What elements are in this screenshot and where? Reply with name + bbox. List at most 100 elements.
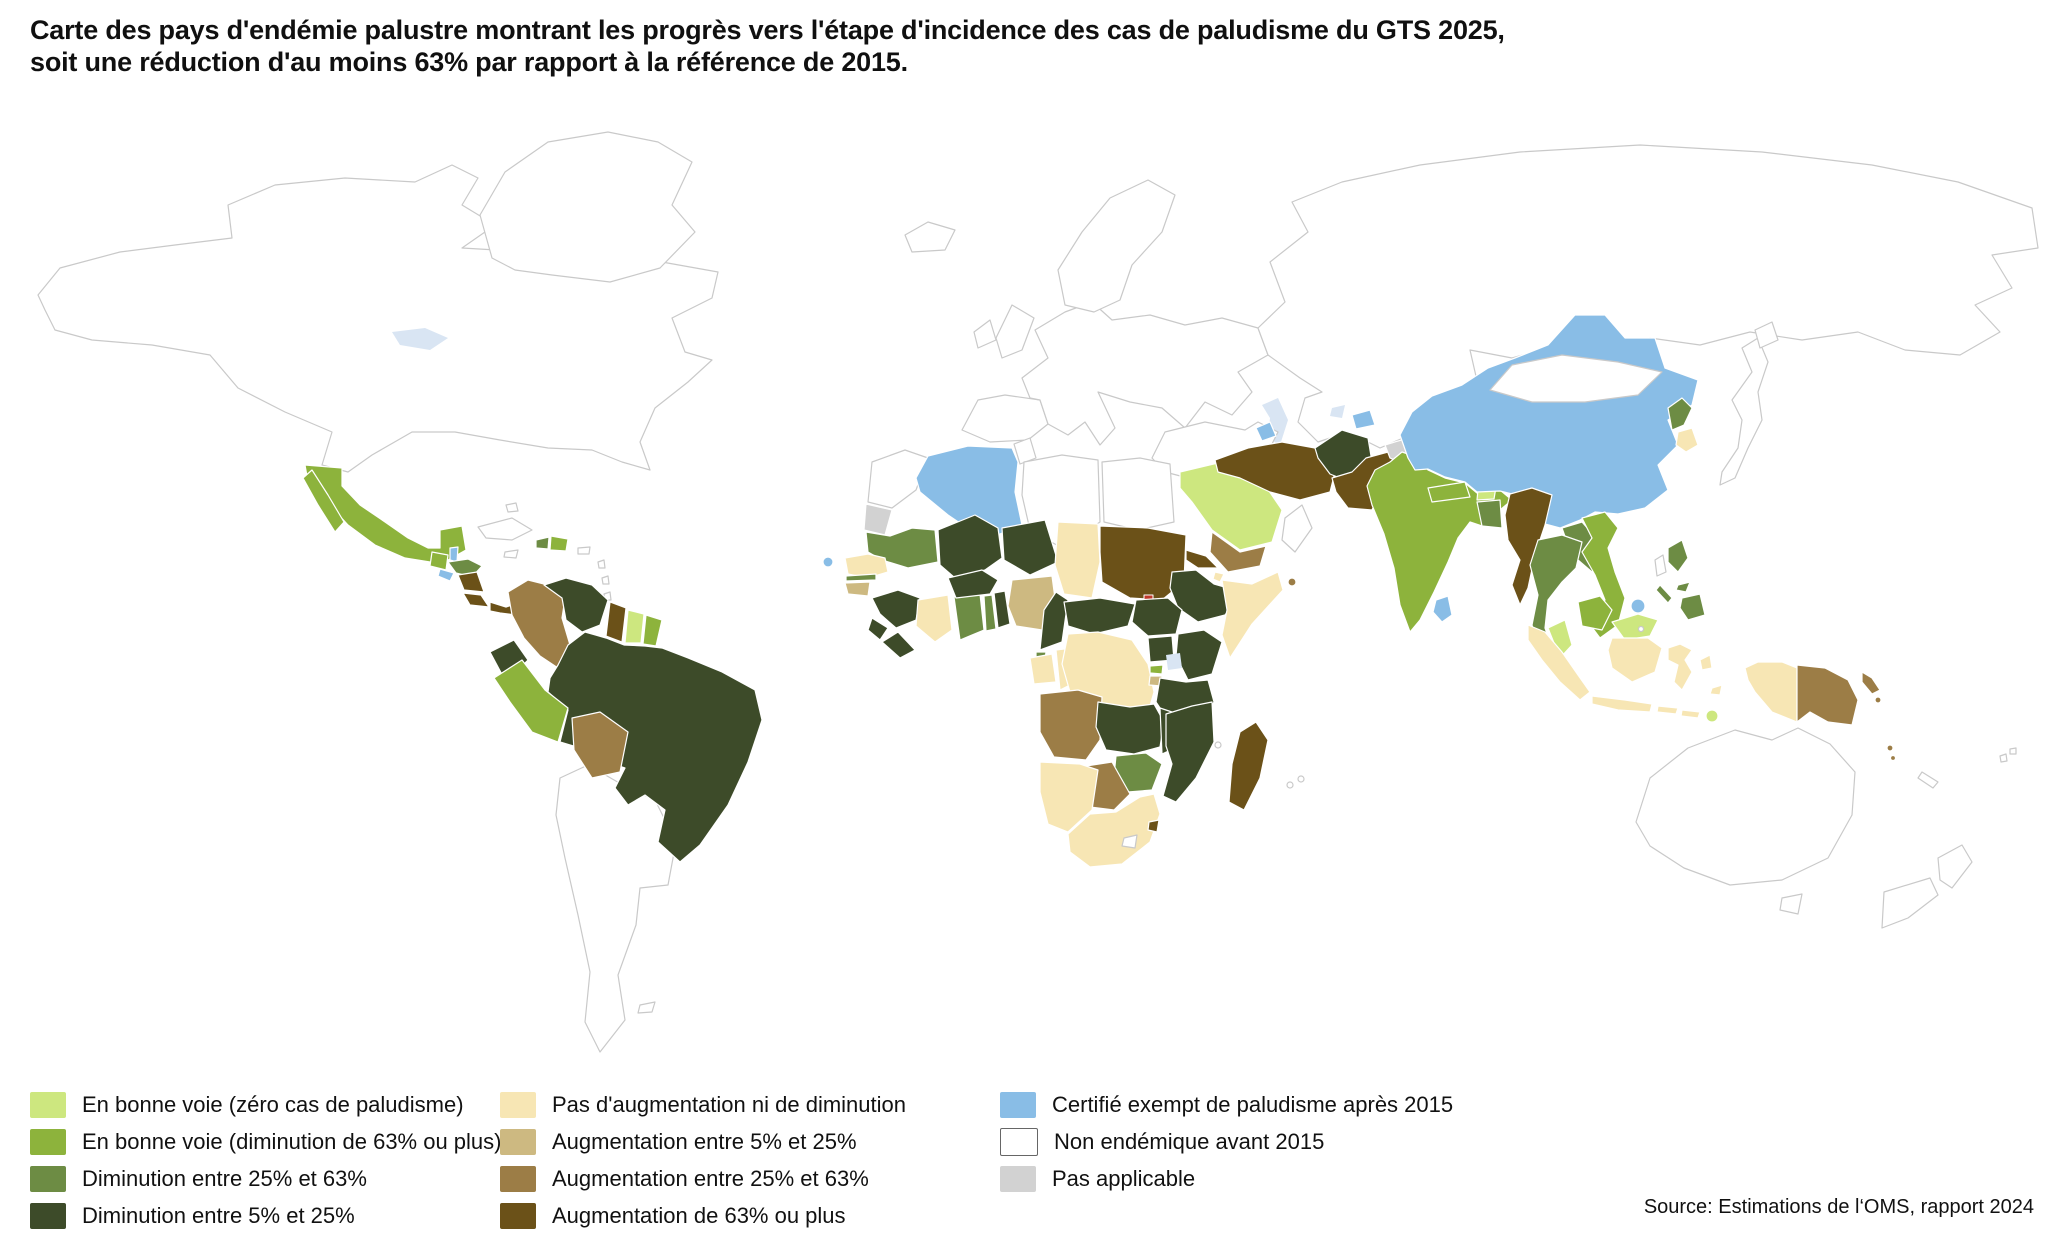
- country-morocco: [867, 449, 929, 509]
- country-reunion: [1297, 775, 1305, 783]
- legend-column-increase: Pas d'augmentation ni de diminution Augme…: [500, 1086, 906, 1234]
- country-indonesia-sumatra: [1527, 624, 1591, 701]
- country-ghana: [953, 593, 985, 641]
- country-southern-south-america: [555, 764, 677, 1053]
- country-brazil: [547, 631, 763, 863]
- country-togo: [983, 594, 997, 632]
- country-burkina-faso: [947, 569, 999, 599]
- country-mauritius: [1286, 781, 1294, 789]
- country-south-korea: [1675, 427, 1699, 453]
- country-indonesia-lesser-sunda: [1656, 705, 1679, 715]
- aral-sea: [1330, 405, 1345, 418]
- country-tunisia: [1013, 437, 1037, 465]
- legend-swatch-dec_5_25: [30, 1202, 66, 1229]
- country-united-kingdom: [995, 304, 1035, 359]
- country-mali: [937, 514, 1003, 579]
- legend-swatch-inc_63: [500, 1202, 536, 1229]
- legend-label-no_change: Pas d'augmentation ni de diminution: [552, 1091, 906, 1117]
- country-north-korea: [1667, 397, 1693, 431]
- legend-swatch-no_change: [500, 1091, 536, 1118]
- legend-swatch-on_track_zero: [30, 1091, 66, 1118]
- country-indonesia-borneo: [1607, 637, 1663, 683]
- legend-column-status: Certifié exempt de paludisme après 2015 N…: [1000, 1086, 1453, 1197]
- legend-item-on_track_zero: En bonne voie (zéro cas de paludisme): [30, 1086, 502, 1123]
- country-indonesia-sulawesi: [1667, 643, 1693, 691]
- country-chad: [1054, 521, 1101, 599]
- legend-item-on_track_63: En bonne voie (diminution de 63% ou plus…: [30, 1123, 502, 1160]
- country-yemen: [1209, 531, 1267, 573]
- legend-swatch-non_endemic: [1000, 1127, 1038, 1156]
- country-brunei: [1637, 625, 1645, 633]
- country-mexico-baja: [302, 469, 345, 533]
- legend-item-inc_63: Augmentation de 63% ou plus: [500, 1197, 906, 1234]
- country-malaysia-borneo: [1611, 613, 1659, 641]
- country-bangladesh: [1476, 499, 1503, 529]
- country-iberia: [961, 394, 1049, 443]
- country-iceland: [904, 221, 956, 253]
- legend-item-no_change: Pas d'augmentation ni de diminution: [500, 1086, 906, 1123]
- country-ethiopia: [1169, 569, 1243, 623]
- country-dominican-republic: [549, 535, 569, 552]
- legend-label-not_applicable: Pas applicable: [1052, 1165, 1196, 1191]
- country-cameroon: [1039, 591, 1069, 651]
- great-lakes: [392, 328, 448, 350]
- country-haiti: [535, 536, 550, 550]
- country-cuba: [477, 517, 533, 541]
- country-japan: [1719, 337, 1769, 486]
- legend-item-dec_5_25: Diminution entre 5% et 25%: [30, 1197, 502, 1234]
- country-nicaragua: [457, 571, 485, 593]
- country-niger: [1001, 519, 1059, 576]
- country-eritrea: [1185, 549, 1219, 569]
- country-sierra-leone: [867, 617, 889, 641]
- country-iran: [1214, 441, 1339, 501]
- country-belize: [449, 546, 459, 563]
- legend-label-inc_5_25: Augmentation entre 5% et 25%: [552, 1128, 857, 1154]
- country-new-caledonia: [1917, 771, 1939, 789]
- legend-item-inc_25_63: Augmentation entre 25% et 63%: [500, 1160, 906, 1197]
- country-north-america: [37, 164, 719, 473]
- country-madagascar: [1228, 721, 1269, 811]
- country-philippines-mindanao: [1679, 593, 1706, 621]
- legend-swatch-not_applicable: [1000, 1165, 1036, 1192]
- country-egypt: [1101, 457, 1175, 531]
- legend-item-non_endemic: Non endémique avant 2015: [1000, 1123, 1453, 1160]
- country-guyana: [605, 601, 627, 643]
- legend-label-dec_5_25: Diminution entre 5% et 25%: [82, 1202, 355, 1228]
- legend-label-on_track_zero: En bonne voie (zéro cas de paludisme): [82, 1091, 464, 1117]
- country-costa-rica: [462, 592, 490, 608]
- country-venezuela: [543, 577, 609, 633]
- legend-label-on_track_63: En bonne voie (diminution de 63% ou plus…: [82, 1128, 502, 1154]
- country-philippines-luzon: [1667, 539, 1689, 573]
- country-south-sudan: [1131, 597, 1183, 637]
- country-gambia: [845, 573, 877, 582]
- country-tasmania: [1779, 893, 1803, 915]
- country-djibouti: [1212, 571, 1225, 583]
- country-solomon-islands: [1874, 696, 1882, 704]
- country-fiji: [1999, 747, 2017, 763]
- legend-swatch-certified: [1000, 1091, 1036, 1118]
- title-line-2: soit une réduction d'au moins 63% par ra…: [30, 47, 908, 77]
- country-europe: [1021, 301, 1269, 446]
- country-indonesia-moluccas: [1699, 654, 1713, 671]
- legend-label-inc_25_63: Augmentation entre 25% et 63%: [552, 1165, 869, 1191]
- country-comoros: [1214, 741, 1222, 749]
- country-kenya: [1175, 629, 1223, 681]
- country-indonesia-lesser-sunda-2: [1680, 709, 1701, 719]
- title-line-1: Carte des pays d'endémie palustre montra…: [30, 15, 1505, 45]
- country-falkland-islands: [637, 1001, 656, 1014]
- legend-column-decrease: En bonne voie (zéro cas de paludisme) En …: [30, 1086, 502, 1234]
- legend-swatch-dec_25_63: [30, 1165, 66, 1192]
- page-title: Carte des pays d'endémie palustre montra…: [30, 14, 1505, 78]
- country-papua-new-guinea: [1796, 664, 1859, 726]
- country-angola: [1039, 689, 1103, 761]
- country-png-islands: [1861, 671, 1881, 695]
- country-french-guiana: [642, 614, 663, 647]
- country-western-sahara: [863, 503, 893, 536]
- country-bahamas: [505, 502, 519, 513]
- country-tajikistan: [1351, 409, 1376, 430]
- legend-label-certified: Certifié exempt de paludisme après 2015: [1052, 1091, 1454, 1117]
- country-indonesia-west-new-guinea: [1744, 661, 1798, 723]
- country-vanuatu-2: [1889, 754, 1897, 762]
- country-somalia: [1221, 571, 1284, 659]
